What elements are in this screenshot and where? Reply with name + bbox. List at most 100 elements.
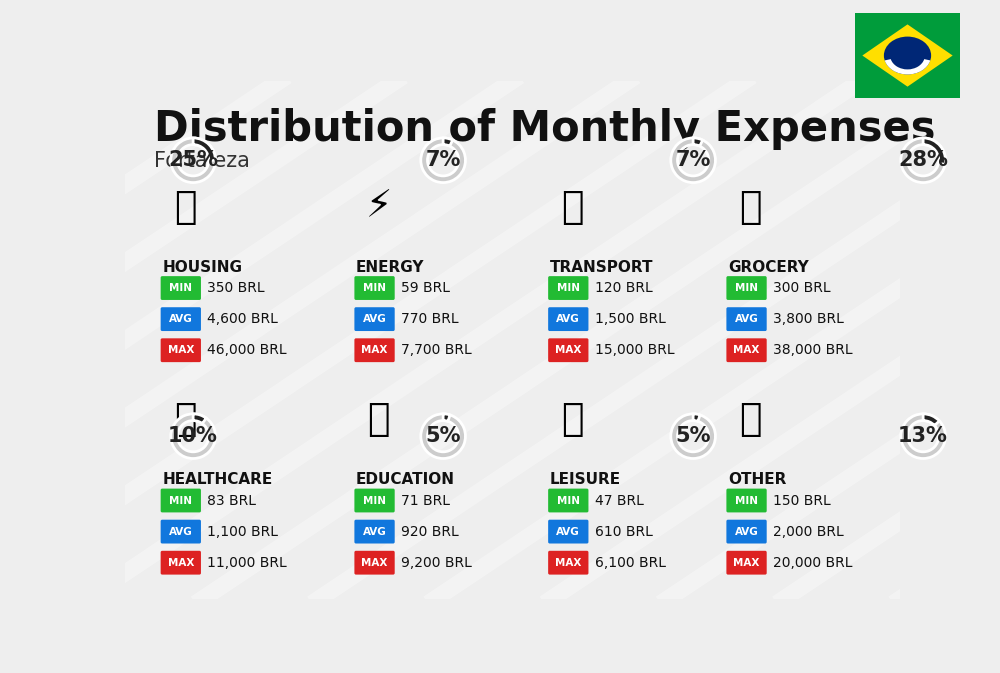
Wedge shape bbox=[693, 414, 700, 421]
Text: AVG: AVG bbox=[556, 526, 580, 536]
Wedge shape bbox=[171, 414, 215, 458]
FancyBboxPatch shape bbox=[354, 276, 395, 300]
Text: AVG: AVG bbox=[363, 526, 386, 536]
Wedge shape bbox=[443, 414, 450, 421]
FancyBboxPatch shape bbox=[161, 551, 201, 575]
Text: 770 BRL: 770 BRL bbox=[401, 312, 459, 326]
FancyBboxPatch shape bbox=[548, 489, 588, 512]
Text: MAX: MAX bbox=[168, 558, 194, 568]
Wedge shape bbox=[923, 138, 945, 164]
Text: MAX: MAX bbox=[733, 345, 760, 355]
FancyBboxPatch shape bbox=[726, 520, 767, 544]
Text: MIN: MIN bbox=[169, 495, 192, 505]
Text: 610 BRL: 610 BRL bbox=[595, 524, 653, 538]
Text: AVG: AVG bbox=[735, 314, 758, 324]
Text: MIN: MIN bbox=[735, 283, 758, 293]
Text: 71 BRL: 71 BRL bbox=[401, 493, 450, 507]
Text: AVG: AVG bbox=[735, 526, 758, 536]
FancyBboxPatch shape bbox=[849, 9, 966, 103]
FancyBboxPatch shape bbox=[161, 308, 201, 331]
Wedge shape bbox=[885, 59, 930, 75]
Text: AVG: AVG bbox=[169, 526, 193, 536]
FancyBboxPatch shape bbox=[726, 339, 767, 362]
Text: 4,600 BRL: 4,600 BRL bbox=[207, 312, 278, 326]
FancyBboxPatch shape bbox=[161, 489, 201, 512]
Text: 🚌: 🚌 bbox=[561, 190, 584, 225]
Text: OTHER: OTHER bbox=[728, 472, 786, 487]
FancyBboxPatch shape bbox=[161, 276, 201, 300]
Wedge shape bbox=[443, 138, 453, 146]
Text: 25%: 25% bbox=[168, 150, 218, 170]
Text: Distribution of Monthly Expenses: Distribution of Monthly Expenses bbox=[154, 108, 936, 149]
Text: LEISURE: LEISURE bbox=[550, 472, 621, 487]
Text: 2,000 BRL: 2,000 BRL bbox=[773, 524, 844, 538]
Text: MAX: MAX bbox=[361, 558, 388, 568]
Text: 20,000 BRL: 20,000 BRL bbox=[773, 556, 852, 570]
Text: 🎓: 🎓 bbox=[367, 402, 390, 438]
Text: 350 BRL: 350 BRL bbox=[207, 281, 265, 295]
Text: 120 BRL: 120 BRL bbox=[595, 281, 652, 295]
FancyBboxPatch shape bbox=[726, 551, 767, 575]
Text: MAX: MAX bbox=[361, 345, 388, 355]
Text: 46,000 BRL: 46,000 BRL bbox=[207, 343, 287, 357]
Text: EDUCATION: EDUCATION bbox=[356, 472, 455, 487]
Text: 920 BRL: 920 BRL bbox=[401, 524, 459, 538]
Text: 15,000 BRL: 15,000 BRL bbox=[595, 343, 674, 357]
FancyBboxPatch shape bbox=[726, 276, 767, 300]
Text: MIN: MIN bbox=[363, 495, 386, 505]
Text: 6,100 BRL: 6,100 BRL bbox=[595, 556, 666, 570]
Text: MAX: MAX bbox=[555, 345, 581, 355]
Text: MIN: MIN bbox=[557, 495, 580, 505]
Polygon shape bbox=[862, 24, 953, 87]
FancyBboxPatch shape bbox=[354, 489, 395, 512]
Text: 7,700 BRL: 7,700 BRL bbox=[401, 343, 472, 357]
FancyBboxPatch shape bbox=[548, 520, 588, 544]
Wedge shape bbox=[193, 138, 215, 160]
Wedge shape bbox=[421, 414, 465, 458]
FancyBboxPatch shape bbox=[548, 276, 588, 300]
Text: 59 BRL: 59 BRL bbox=[401, 281, 450, 295]
FancyBboxPatch shape bbox=[354, 308, 395, 331]
FancyBboxPatch shape bbox=[726, 308, 767, 331]
Text: 🏢: 🏢 bbox=[174, 190, 196, 225]
Text: 28%: 28% bbox=[898, 150, 948, 170]
Text: AVG: AVG bbox=[363, 314, 386, 324]
Text: 300 BRL: 300 BRL bbox=[773, 281, 831, 295]
FancyBboxPatch shape bbox=[726, 489, 767, 512]
Text: 5%: 5% bbox=[675, 426, 711, 446]
FancyBboxPatch shape bbox=[354, 551, 395, 575]
Text: 5%: 5% bbox=[425, 426, 461, 446]
Text: 11,000 BRL: 11,000 BRL bbox=[207, 556, 287, 570]
Text: 150 BRL: 150 BRL bbox=[773, 493, 831, 507]
Text: HEALTHCARE: HEALTHCARE bbox=[162, 472, 272, 487]
Text: ⚡: ⚡ bbox=[366, 190, 392, 225]
Text: 9,200 BRL: 9,200 BRL bbox=[401, 556, 472, 570]
FancyBboxPatch shape bbox=[354, 520, 395, 544]
FancyBboxPatch shape bbox=[548, 339, 588, 362]
Text: 7%: 7% bbox=[425, 150, 461, 170]
Text: ENERGY: ENERGY bbox=[356, 260, 424, 275]
Wedge shape bbox=[171, 138, 215, 182]
Circle shape bbox=[884, 36, 931, 75]
FancyBboxPatch shape bbox=[161, 520, 201, 544]
Wedge shape bbox=[193, 414, 206, 423]
FancyBboxPatch shape bbox=[548, 551, 588, 575]
Text: MAX: MAX bbox=[555, 558, 581, 568]
Text: 13%: 13% bbox=[898, 426, 948, 446]
Text: MAX: MAX bbox=[168, 345, 194, 355]
Text: AVG: AVG bbox=[169, 314, 193, 324]
Text: 1,500 BRL: 1,500 BRL bbox=[595, 312, 666, 326]
Wedge shape bbox=[693, 138, 703, 146]
Text: AVG: AVG bbox=[556, 314, 580, 324]
Text: MIN: MIN bbox=[557, 283, 580, 293]
Text: TRANSPORT: TRANSPORT bbox=[550, 260, 653, 275]
FancyBboxPatch shape bbox=[548, 308, 588, 331]
Wedge shape bbox=[901, 414, 945, 458]
Text: 3,800 BRL: 3,800 BRL bbox=[773, 312, 844, 326]
Text: MIN: MIN bbox=[169, 283, 192, 293]
Text: 🛍: 🛍 bbox=[561, 402, 584, 438]
Wedge shape bbox=[923, 414, 939, 425]
FancyBboxPatch shape bbox=[161, 339, 201, 362]
Text: MIN: MIN bbox=[735, 495, 758, 505]
FancyBboxPatch shape bbox=[354, 339, 395, 362]
